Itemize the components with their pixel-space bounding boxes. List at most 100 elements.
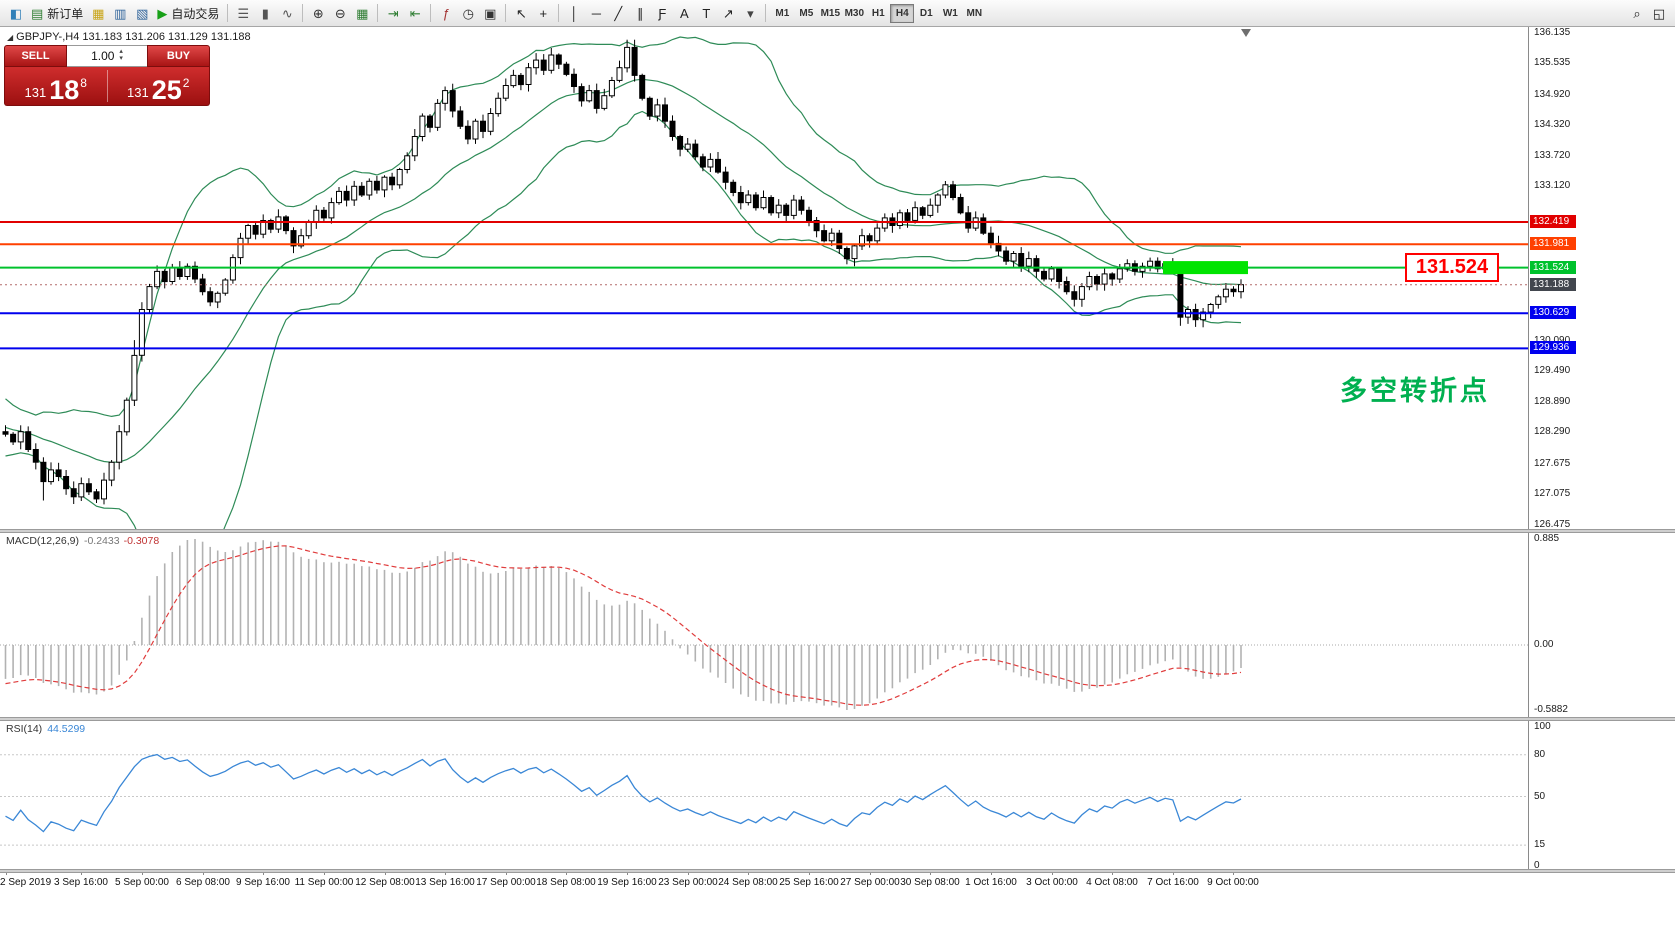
panel-separator[interactable] [0,529,1675,533]
time-label: 23 Sep 00:00 [658,877,718,888]
text-label-button[interactable]: T [695,2,717,24]
time-label: 24 Sep 08:00 [718,877,778,888]
time-label: 1 Oct 16:00 [965,877,1017,888]
time-axis[interactable]: 2 Sep 2019 3 Sep 16:00 5 Sep 00:00 6 Sep 08… [0,871,1675,949]
chart-bars-button[interactable]: ☰ [232,2,254,24]
time-label: 12 Sep 08:00 [355,877,415,888]
tile-windows-button[interactable]: ▦ [351,2,373,24]
candles [2,39,1244,505]
auto-scroll-button[interactable]: ⇥ [382,2,404,24]
window-layout-button[interactable]: ◱ [1648,2,1670,24]
cursor-button[interactable]: ↖ [510,2,532,24]
timeframe-m5-button[interactable]: M5 [799,7,814,19]
templates-button[interactable]: ▣ [479,2,501,24]
price-divider [106,70,108,102]
timeframe-m1-button[interactable]: M1 [775,7,790,19]
panel-separator[interactable] [0,869,1675,873]
horizontal-line-icon: ─ [591,5,601,21]
timeframe-h4-button[interactable]: H4 [890,3,915,23]
search-button[interactable]: ⌕ [1626,2,1648,24]
rsi-panel[interactable] [0,719,1528,871]
price-axis[interactable]: 136.135 135.535 134.920 134.320 133.720 133.1… [1528,27,1675,871]
time-tick [566,871,567,875]
time-label: 6 Sep 08:00 [176,877,230,888]
app-button[interactable]: ◧ [5,2,27,24]
trendline-icon: ╱ [614,5,623,21]
auto-trading-button[interactable]: ▶ 自动交易 [153,2,223,24]
rsi-scale-tick: 50 [1534,791,1546,802]
timeframe-w1-button[interactable]: W1 [942,7,958,19]
profiles-icon: ▦ [92,5,105,21]
auto-trading-icon: ▶ [157,5,168,21]
zoom-in-button[interactable]: ⊕ [307,2,329,24]
fibonacci-button[interactable]: Ƒ [651,2,673,24]
macd-label: MACD(12,26,9) -0.2433 -0.3078 [6,535,159,547]
timeframe-mn-button[interactable]: MN [966,7,983,19]
text-button[interactable]: A [673,2,695,24]
vertical-line-button[interactable]: │ [563,2,585,24]
arrows-dropdown-button[interactable]: ▾ [739,2,761,24]
turning-point-note[interactable]: 多空转折点 [1340,376,1490,406]
volume-up-icon[interactable]: ▴ [119,48,123,55]
market-watch-button[interactable]: ▥ [109,2,131,24]
time-label: 13 Sep 16:00 [415,877,475,888]
arrows-button[interactable]: ↗ [717,2,739,24]
tile-windows-icon: ▦ [356,5,369,21]
main-price-chart[interactable] [0,27,1528,531]
toolbar-separator [430,4,432,22]
trendline-button[interactable]: ╱ [607,2,629,24]
sell-button[interactable]: SELL [4,45,67,67]
timeframe-m30-button[interactable]: M30 [844,7,865,19]
timeframe-h1-button[interactable]: H1 [871,7,885,19]
chart-candles-button[interactable]: ▮ [254,2,276,24]
buy-button[interactable]: BUY [147,45,210,67]
timeframe-m15-button[interactable]: M15 [820,7,841,19]
toolbar: ◧ ▤ 新订单 ▦ ▥ ▧ ▶ 自动交易 ☰ ▮ ∿ ⊕ ⊖ ▦ ⇥ ⇤ ƒ ◷ ▣ ↖ + │ ─ ╱ ∥ Ƒ A T ↗ ▾ M1 M5… [0,0,1675,27]
macd-signal-line [5,545,1242,706]
zoom-out-button[interactable]: ⊖ [329,2,351,24]
price-tick: 133.120 [1534,180,1571,191]
time-tick [809,871,810,875]
volume-spinner[interactable]: ▴ ▾ [119,48,123,63]
arrows-icon: ↗ [722,5,734,21]
chart-shift-marker[interactable] [1241,29,1251,37]
timeframe-d1-button[interactable]: D1 [919,7,933,19]
navigator-button[interactable]: ▧ [131,2,153,24]
sell-price-pips: 18 [49,75,80,106]
profiles-button[interactable]: ▦ [87,2,109,24]
toolbar-buttons: ◧ ▤ 新订单 ▦ ▥ ▧ ▶ 自动交易 ☰ ▮ ∿ ⊕ ⊖ ▦ ⇥ ⇤ ƒ ◷ ▣ ↖ + │ ─ ╱ ∥ Ƒ A T ↗ ▾ [5,2,770,24]
macd-main-value: -0.2433 [83,535,120,547]
rsi-name: RSI(14) [6,723,43,735]
buy-price[interactable]: 131 25 2 [108,67,210,105]
timeframe-toolbar: M1 M5 M15 M30 H1 H4 D1 W1 MN [770,3,986,23]
macd-name: MACD(12,26,9) [6,535,79,547]
time-label: 4 Oct 08:00 [1086,877,1138,888]
macd-panel[interactable] [0,531,1528,719]
sell-price[interactable]: 131 18 8 [5,67,107,105]
panel-separator[interactable] [0,717,1675,721]
volume-down-icon[interactable]: ▾ [119,55,123,62]
sell-price-int: 131 [24,84,47,100]
crosshair-button[interactable]: + [532,2,554,24]
time-tick [385,871,386,875]
price-callout-label[interactable]: 131.524 [1405,253,1499,282]
time-label: 25 Sep 16:00 [779,877,839,888]
chart-shift-button[interactable]: ⇤ [404,2,426,24]
time-label: 27 Sep 00:00 [840,877,900,888]
price-tick: 134.320 [1534,119,1571,130]
highlight-rect[interactable] [1163,261,1248,275]
time-tick [1173,871,1174,875]
equidistant-channel-button[interactable]: ∥ [629,2,651,24]
new-order-button[interactable]: ▤ 新订单 [27,2,87,24]
current-price-badge: 131.188 [1530,278,1576,291]
chart-line-button[interactable]: ∿ [276,2,298,24]
volume-value[interactable]: 1.00 [91,49,115,63]
horizontal-line-button[interactable]: ─ [585,2,607,24]
price-tick: 128.290 [1534,426,1571,437]
periods-button[interactable]: ◷ [457,2,479,24]
price-badge-129.936: 129.936 [1530,341,1576,354]
indicators-list-button[interactable]: ƒ [435,2,457,24]
time-tick [688,871,689,875]
volume-control[interactable]: 1.00 ▴ ▾ [67,45,147,67]
zoom-out-icon: ⊖ [334,5,346,21]
